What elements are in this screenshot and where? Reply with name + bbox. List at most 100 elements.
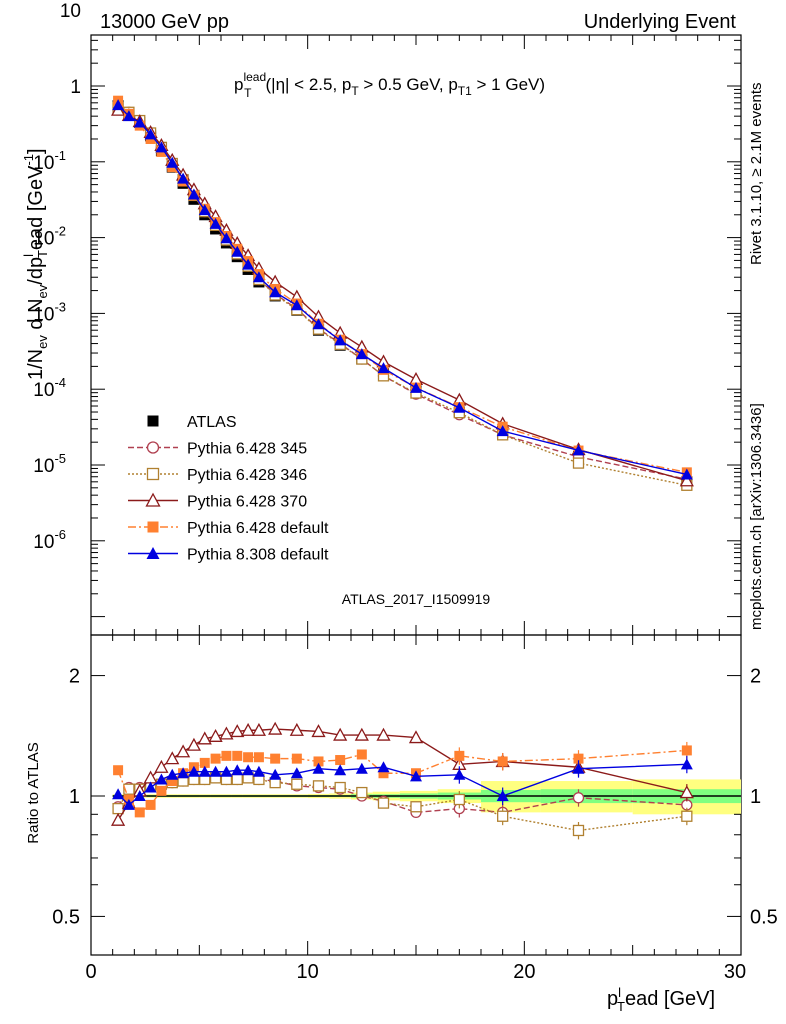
ratio-point — [232, 750, 243, 761]
ratio-point — [134, 807, 145, 818]
legend: ATLAS Pythia 6.428 345 Pythia 6.428 346 Pyt… — [128, 414, 329, 564]
series-5 — [112, 99, 693, 480]
data-point — [242, 258, 255, 270]
ratio-point — [122, 798, 135, 810]
y-tick-label: 1 — [69, 786, 80, 808]
ratio-point — [679, 785, 694, 799]
data-point — [155, 141, 168, 153]
ratio-point — [680, 758, 693, 770]
annotation-rest2: > 0.5 GeV, p — [359, 75, 458, 94]
mcplots-label: mcplots.cern.ch [arXiv:1306.3436] — [748, 403, 765, 630]
ratio-point — [251, 722, 267, 736]
ratio-point — [334, 764, 347, 776]
ratio-point — [378, 768, 389, 779]
y-tick-label: 1 — [70, 77, 81, 98]
ratio-point — [377, 797, 390, 809]
x-tick-label: 10 — [297, 961, 319, 983]
ratio-point — [187, 765, 200, 777]
ratio-point — [175, 744, 191, 758]
annotation-rest: (|η| < 2.5, p — [266, 75, 352, 94]
main-data-series — [110, 95, 694, 491]
legend-label: Pythia 6.428 346 — [187, 467, 307, 484]
series-2 — [112, 101, 693, 491]
ratio-point — [376, 727, 391, 741]
ratio-point — [333, 727, 348, 741]
ratio-point — [133, 790, 146, 801]
data-point — [312, 318, 325, 330]
legend-marker — [146, 547, 160, 559]
y-tick-label: 10-4 — [33, 375, 66, 401]
data-point — [198, 204, 211, 216]
ratio-point — [312, 762, 325, 774]
y-axis-label-ratio: Ratio to ATLAS — [25, 742, 42, 843]
main-axis-ticks: 10 1 10-1 10-2 10-3 10-4 10-5 10-6 — [33, 1, 742, 635]
data-point — [166, 156, 179, 168]
ratio-point — [219, 726, 234, 740]
data-point — [112, 99, 125, 111]
ratio-point — [573, 753, 584, 764]
ratio-point — [270, 753, 281, 764]
ratio-point — [290, 767, 303, 779]
y-tick-label: 10-2 — [33, 224, 66, 250]
annotation-p: p — [234, 75, 243, 94]
ratio-point — [156, 785, 167, 796]
legend-marker — [147, 521, 159, 533]
ratio-point — [198, 765, 211, 777]
ratio-data-series — [110, 721, 694, 840]
legend-item: ATLAS — [147, 414, 237, 431]
header-left: 13000 GeV pp — [100, 11, 229, 33]
data-point — [144, 128, 157, 140]
x-axis-label: pl Tead [GeV] — [607, 985, 715, 1014]
ratio-point — [410, 770, 422, 782]
ratio-point — [113, 765, 124, 776]
analysis-id: ATLAS_2017_I1509919 — [342, 591, 491, 607]
ratio-point — [572, 824, 585, 837]
legend-marker — [146, 467, 160, 481]
ratio-point — [356, 749, 367, 760]
ratio-point — [334, 781, 346, 794]
data-point — [252, 271, 265, 283]
legend-item: Pythia 6.428 370 — [128, 492, 307, 511]
annotation-rest2-sub: T1 — [458, 84, 472, 98]
ratio-point — [165, 751, 180, 765]
ratio-point — [144, 781, 157, 793]
data-point — [187, 188, 200, 200]
annotation-sup: lead — [243, 70, 266, 84]
ratio-point — [377, 761, 390, 773]
annotation-rest-sub: T — [351, 84, 359, 98]
data-point — [680, 468, 693, 480]
ratio-point — [167, 776, 178, 787]
x-tick-label: 20 — [513, 961, 535, 983]
data-point — [122, 110, 135, 122]
ratio-point — [112, 802, 124, 815]
legend-label: ATLAS — [187, 414, 237, 431]
ratio-point — [110, 812, 126, 826]
ratio-point — [252, 765, 265, 777]
legend-marker — [146, 441, 160, 454]
ratio-point — [186, 737, 202, 751]
ratio-point — [268, 721, 283, 735]
ratio-series-4 — [112, 755, 693, 810]
legend-item: Pythia 6.428 345 — [128, 441, 307, 458]
ratio-point — [242, 764, 255, 776]
data-point — [231, 245, 244, 257]
ratio-point — [355, 762, 368, 774]
y-tick-label: 10-3 — [33, 299, 66, 325]
y-tick-label: 2 — [69, 666, 80, 688]
ratio-point — [154, 759, 169, 773]
y-tick-label: 10-5 — [33, 451, 66, 477]
y-axis-label-main: 1/Nev d Nev/dplTead [GeV-1] — [21, 148, 50, 380]
ratio-point — [497, 756, 508, 767]
ratio-point — [572, 792, 585, 804]
data-point — [209, 217, 222, 229]
header-right: Underlying Event — [584, 11, 737, 33]
legend-label: Pythia 6.428 default — [187, 520, 329, 537]
y-tick-label-right: 0.5 — [750, 906, 778, 928]
legend-label: Pythia 6.428 345 — [187, 441, 307, 458]
ratio-point — [496, 790, 509, 801]
data-point — [334, 334, 347, 346]
ratio-point — [155, 773, 168, 785]
legend-label: Pythia 6.428 370 — [187, 494, 307, 511]
data-point — [177, 172, 190, 184]
ratio-point — [313, 756, 324, 767]
